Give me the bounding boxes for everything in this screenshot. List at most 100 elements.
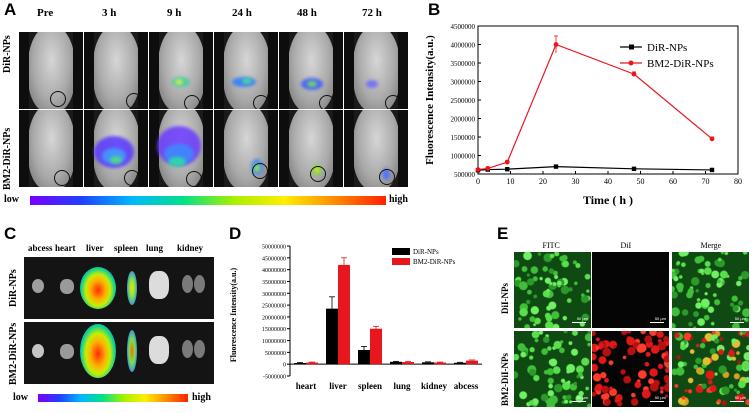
y-tick-label: 500000 <box>454 171 476 179</box>
scale-bar-label: 50 μm <box>734 316 746 321</box>
tumor-marker <box>253 95 269 109</box>
tumor-marker <box>385 95 401 109</box>
panel-a-row-label-bm2: BM2-DiR-NPs <box>2 127 13 190</box>
panel-b-line-chart: 500000 1000000 1500000 2000000 2500000 300000… <box>424 23 742 207</box>
organ-lung <box>149 336 169 364</box>
bar <box>370 328 382 365</box>
ivis-image <box>84 32 149 109</box>
y-tick-label: 2000000 <box>451 116 476 124</box>
fluorescence-signal <box>242 78 252 84</box>
plot-frame <box>477 25 739 175</box>
y-tick-label: 30000000 <box>262 292 286 298</box>
data-point <box>631 166 637 172</box>
data-point <box>709 136 715 142</box>
organ-heart <box>60 279 74 294</box>
bar <box>390 361 402 365</box>
organ-abcess <box>32 344 44 358</box>
x-tick-label: 20 <box>539 177 547 186</box>
x-tick-label: 40 <box>604 177 612 186</box>
y-tick-label: 35000000 <box>262 280 286 286</box>
organ-spleen <box>127 330 137 372</box>
bar <box>358 350 370 365</box>
organ-strip <box>24 322 214 384</box>
panel-c-scale-high: high <box>192 392 211 403</box>
tumor-marker <box>310 166 326 182</box>
bar <box>326 308 338 365</box>
scale-bar-label: 50 μm <box>576 316 588 321</box>
microscopy-image: 50 μm <box>514 252 591 328</box>
data-point <box>709 167 715 173</box>
bar <box>294 363 306 365</box>
tumor-marker <box>54 170 70 186</box>
x-tick-label: 80 <box>734 177 742 186</box>
y-tick-label: 2500000 <box>451 97 476 105</box>
tumor-marker <box>186 171 202 187</box>
category-label: heart <box>296 381 317 391</box>
panel-a-scale-high: high <box>389 194 408 205</box>
time-label: 24 h <box>232 7 252 19</box>
data-point <box>631 71 637 77</box>
y-tick-label: 20000000 <box>262 315 286 321</box>
organ-kidney <box>194 275 205 293</box>
channel-label: Merge <box>700 241 722 250</box>
microscopy-image: 50 μm <box>672 252 749 328</box>
panel-a-row-label-dir: DiR-NPs <box>2 35 13 73</box>
scale-bar <box>730 400 744 402</box>
organ-kidney <box>194 340 205 358</box>
tumor-marker <box>184 95 200 109</box>
fluorescence-signal <box>168 157 186 167</box>
bar <box>434 362 446 365</box>
time-label: 3 h <box>102 7 117 19</box>
bar <box>306 362 318 365</box>
organ-heart <box>60 344 74 359</box>
ivis-image <box>279 32 344 109</box>
tumor-marker <box>126 93 142 109</box>
y-tick-label: 1500000 <box>451 134 476 142</box>
panel-c-letter: C <box>4 224 17 243</box>
data-point <box>485 166 491 171</box>
y-tick-label: 45000000 <box>262 256 286 262</box>
time-label: 9 h <box>167 7 182 19</box>
channel-label: FITC <box>542 241 560 250</box>
y-tick-label: 4500000 <box>451 23 476 31</box>
ivis-image <box>279 110 344 187</box>
ivis-image <box>214 32 279 109</box>
bar <box>422 362 434 365</box>
scale-bar <box>730 321 744 323</box>
data-point <box>553 42 559 47</box>
bar <box>338 264 350 365</box>
legend-marker <box>629 44 634 50</box>
y-tick-label: 15000000 <box>262 327 286 333</box>
fluorescence-signal <box>110 156 122 164</box>
y-tick-label: 25000000 <box>262 304 286 310</box>
microscopy-image: 50 μm <box>514 331 591 407</box>
panel-a-letter: A <box>4 0 17 19</box>
organ-label: heart <box>55 243 76 253</box>
x-tick-label: 70 <box>702 177 710 186</box>
fluorescence-signal <box>175 79 183 85</box>
panel-a-scale-low: low <box>4 194 19 205</box>
legend-label: BM2-DiR-NPs <box>413 258 456 266</box>
panel-e-letter: E <box>497 224 509 243</box>
x-tick-label: 30 <box>572 177 580 186</box>
panel-b-letter: B <box>428 0 441 19</box>
y-tick-label: 4000000 <box>451 42 476 50</box>
tumor-marker <box>252 163 268 179</box>
legend-label: BM2-DiR-NPs <box>647 58 714 70</box>
organ-label: kidney <box>177 243 204 253</box>
organ-liver <box>80 267 116 309</box>
ivis-image <box>84 110 149 187</box>
category-label: spleen <box>358 381 382 391</box>
y-tick-label: 50000000 <box>262 245 286 251</box>
time-label: 72 h <box>362 7 382 19</box>
ivis-image <box>214 110 279 187</box>
organ-strip <box>24 257 214 319</box>
panel-d-letter: D <box>229 224 242 243</box>
legend-swatch <box>392 248 410 255</box>
tumor-marker <box>379 169 395 185</box>
x-axis-label: Time ( h ) <box>583 193 633 207</box>
data-point <box>504 159 510 165</box>
category-label: abcess <box>454 381 479 391</box>
organ-label: spleen <box>114 243 139 253</box>
y-tick-label: 3500000 <box>451 60 476 68</box>
